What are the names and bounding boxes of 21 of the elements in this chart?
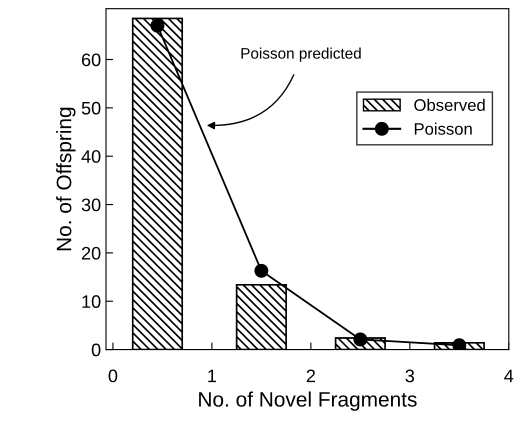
x-axis-title: No. of Novel Fragments bbox=[199, 391, 417, 411]
y-tick-label: 20 bbox=[82, 246, 100, 260]
y-tick-label: 60 bbox=[82, 53, 100, 66]
point bbox=[150, 18, 164, 33]
point bbox=[353, 332, 368, 346]
legend-label: Observed bbox=[414, 98, 485, 111]
y-tick-label: 50 bbox=[82, 102, 100, 115]
y-tick-label: 40 bbox=[81, 150, 100, 163]
x-tick-label: 3 bbox=[406, 370, 414, 382]
point bbox=[254, 264, 268, 278]
x-tick-label: 2 bbox=[306, 370, 315, 382]
x-tick-label: 1 bbox=[208, 370, 216, 382]
annotation: Poisson predicted bbox=[242, 48, 361, 62]
y-axis-title: No. of Offspring bbox=[56, 108, 76, 250]
y-tick-label: 30 bbox=[82, 198, 100, 212]
point bbox=[452, 338, 466, 350]
legend-label: Poisson bbox=[414, 122, 472, 135]
x-tick-label: 4 bbox=[504, 370, 514, 382]
y-tick-label: 10 bbox=[82, 295, 100, 308]
y-tick-label: 0 bbox=[92, 344, 100, 356]
x-tick-label: 0 bbox=[108, 370, 118, 382]
